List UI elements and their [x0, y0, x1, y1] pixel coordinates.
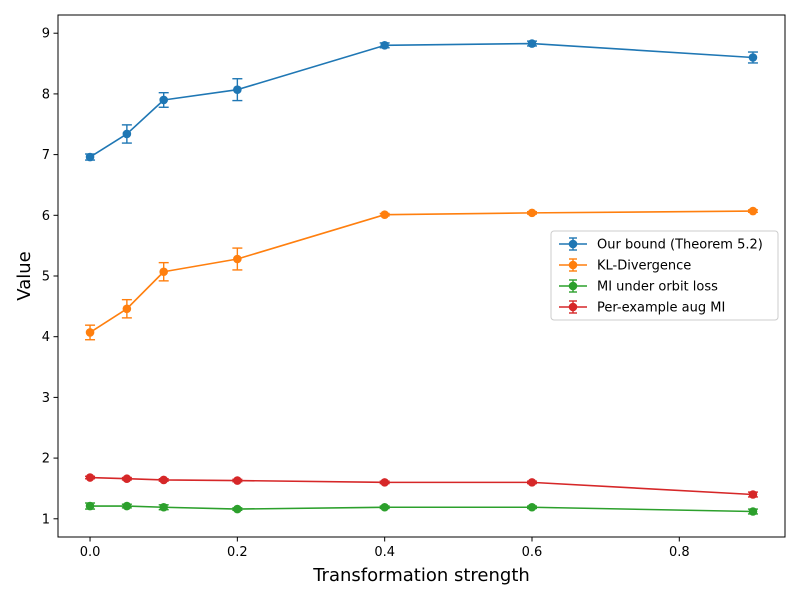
data-point: [233, 476, 242, 485]
data-point: [85, 328, 95, 337]
legend-marker: [568, 281, 578, 291]
data-point: [159, 475, 168, 485]
data-point: [527, 208, 537, 218]
data-point: [159, 95, 168, 105]
legend-box: [550, 230, 779, 321]
x-axis-label: Transformation strength: [312, 565, 530, 586]
legend-item: Our bound (Theorem 5.2): [559, 237, 763, 253]
legend-item: Per-example aug MI: [559, 300, 725, 316]
legend-marker: [568, 302, 578, 312]
legend-label: Per-example aug MI: [597, 301, 725, 316]
data-point: [159, 502, 168, 512]
data-point: [748, 507, 758, 516]
y-axis-label: Value: [14, 251, 35, 300]
y-tick-label: 1: [42, 512, 50, 527]
y-tick-label: 3: [42, 391, 50, 406]
data-point: [122, 129, 132, 139]
data-point: [233, 254, 242, 264]
x-tick-label: 0.0: [80, 545, 101, 560]
y-tick-label: 4: [42, 330, 50, 345]
x-tick-label: 0.8: [669, 545, 690, 560]
y-tick-label: 7: [42, 148, 50, 163]
data-point: [748, 490, 758, 499]
data-point: [85, 501, 95, 511]
legend-marker: [568, 239, 578, 249]
series-mi-under-orbit-loss: [85, 501, 758, 516]
data-point: [380, 210, 389, 219]
data-point: [527, 502, 537, 512]
data-point: [122, 501, 132, 511]
y-tick-label: 5: [42, 270, 50, 285]
x-tick-label: 0.4: [374, 545, 395, 560]
data-point: [380, 41, 389, 50]
legend-label: Our bound (Theorem 5.2): [597, 238, 763, 253]
y-tick-label: 8: [42, 87, 50, 102]
data-point: [85, 152, 95, 162]
data-point: [380, 478, 389, 487]
data-point: [380, 502, 389, 512]
x-tick-label: 0.6: [522, 545, 543, 560]
legend-label: MI under orbit loss: [597, 280, 718, 295]
legend-marker: [568, 260, 578, 270]
legend-items: Our bound (Theorem 5.2) KL-Divergence MI u…: [559, 237, 763, 316]
data-point: [748, 206, 758, 216]
series-our-bound-theorem-5-2: [85, 39, 758, 162]
legend: Our bound (Theorem 5.2) KL-Divergence MI u…: [550, 230, 779, 321]
data-point: [85, 473, 95, 482]
series-layer: [85, 39, 758, 516]
legend-label: KL-Divergence: [597, 259, 691, 274]
data-point: [159, 267, 168, 277]
data-point: [527, 39, 537, 48]
data-point: [233, 85, 242, 94]
ticks-layer: 0.0 0.2 0.4 0.6 0.8 1 2 3 4 5 6 7 8 9: [42, 27, 690, 560]
data-point: [122, 304, 132, 314]
y-tick-label: 6: [42, 209, 50, 224]
legend-item: KL-Divergence: [559, 258, 691, 274]
series-kl-divergence: [85, 206, 758, 341]
data-point: [527, 478, 537, 487]
y-tick-label: 9: [42, 27, 50, 42]
data-point: [233, 504, 242, 514]
data-point: [122, 474, 132, 484]
data-point: [748, 53, 758, 62]
x-tick-label: 0.2: [227, 545, 248, 560]
legend-item: MI under orbit loss: [559, 279, 718, 295]
series-per-example-aug-mi: [85, 473, 758, 499]
y-tick-label: 2: [42, 452, 50, 467]
